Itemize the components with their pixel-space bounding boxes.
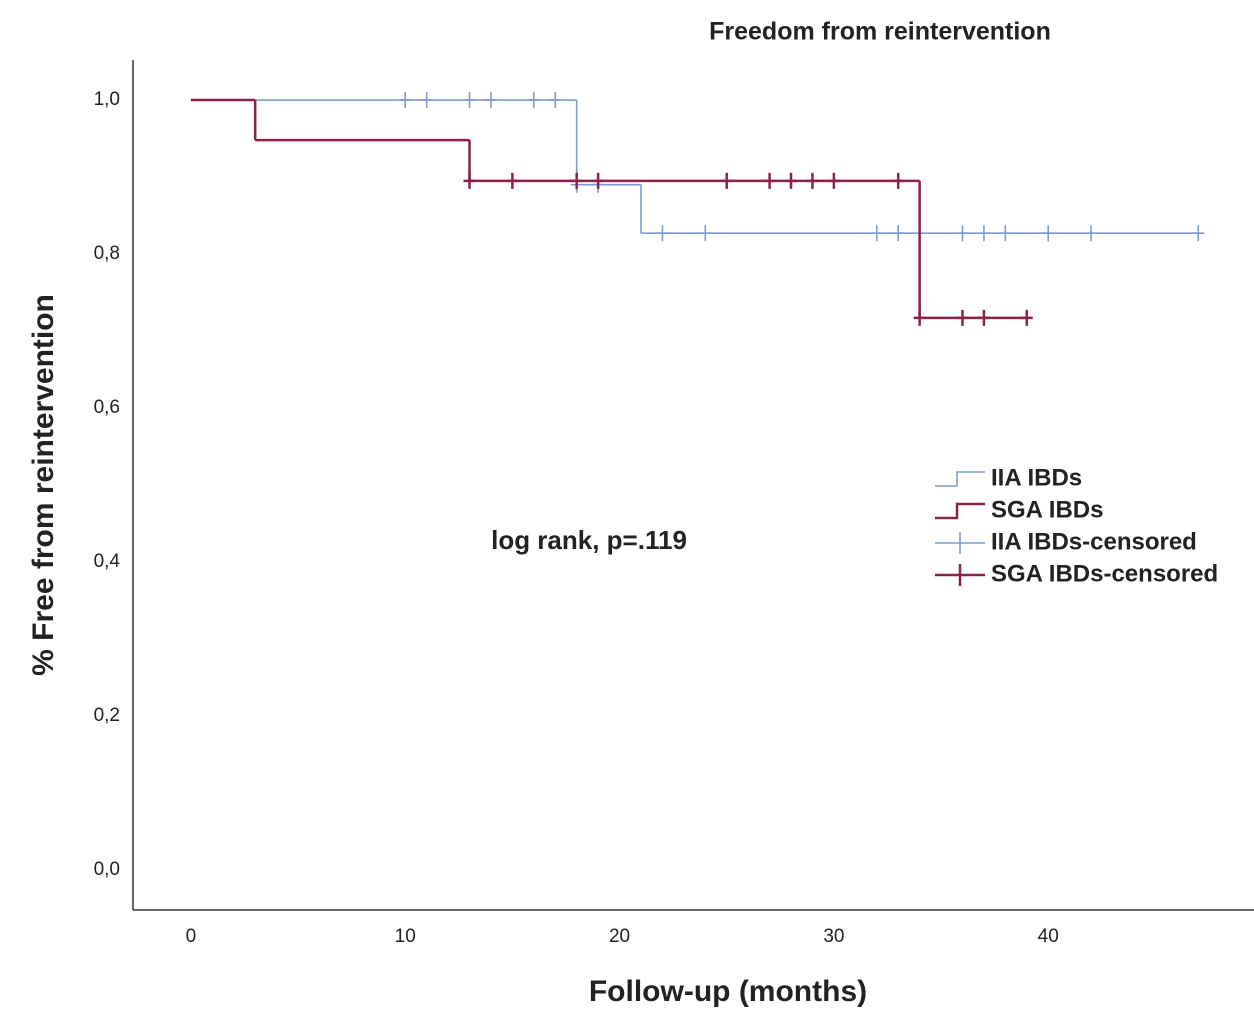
- legend-label: IIA IBDs-censored: [991, 528, 1197, 555]
- censor-mark: [956, 225, 969, 242]
- censor-mark: [977, 225, 990, 242]
- chart-title: Freedom from reintervention: [709, 18, 1051, 46]
- censor-mark: [763, 172, 776, 189]
- censor-mark: [956, 309, 969, 326]
- censor-mark: [892, 225, 905, 242]
- y-tick-label: 0,4: [94, 551, 121, 572]
- censor-mark: [399, 92, 412, 109]
- x-tick-label: 0: [186, 926, 197, 947]
- legend-label: SGA IBDs-censored: [991, 560, 1218, 587]
- legend-label: IIA IBDs: [991, 464, 1082, 491]
- censor-mark: [1085, 225, 1098, 242]
- censor-mark: [463, 172, 476, 189]
- x-tick-label: 40: [1038, 926, 1059, 947]
- censor-mark: [827, 172, 840, 189]
- censor-mark: [1020, 309, 1033, 326]
- annotation: log rank, p=.119: [491, 525, 687, 555]
- censor-mark: [484, 92, 497, 109]
- censor-mark: [720, 172, 733, 189]
- x-tick-label: 30: [823, 926, 844, 947]
- censor-mark: [656, 225, 669, 242]
- y-tick-label: 0,6: [94, 397, 120, 418]
- censor-mark: [785, 172, 798, 189]
- censor-mark: [506, 172, 519, 189]
- censor-mark: [977, 309, 990, 326]
- y-tick-label: 0,2: [94, 705, 120, 726]
- censor-mark: [699, 225, 712, 242]
- censor-mark: [527, 92, 540, 109]
- censor-mark: [1042, 225, 1055, 242]
- censor-mark: [892, 172, 905, 189]
- censor-mark: [570, 172, 583, 189]
- censor-mark: [999, 225, 1012, 242]
- legend-swatch: [935, 502, 985, 520]
- y-tick-label: 0,8: [94, 243, 120, 264]
- x-axis-label: Follow-up (months): [589, 975, 867, 1008]
- legend-swatch: [935, 532, 985, 554]
- censor-mark: [913, 309, 926, 326]
- x-tick-label: 10: [395, 926, 416, 947]
- y-tick-label: 0,0: [94, 859, 120, 880]
- censor-mark: [549, 92, 562, 109]
- censor-mark: [806, 172, 819, 189]
- legend-swatch: [935, 564, 985, 586]
- censor-mark: [592, 172, 605, 189]
- censor-mark: [420, 92, 433, 109]
- legend-label: SGA IBDs: [991, 496, 1103, 523]
- censor-mark: [1192, 225, 1205, 242]
- y-tick-label: 1,0: [94, 89, 120, 110]
- x-tick-label: 20: [609, 926, 630, 947]
- censor-mark: [870, 225, 883, 242]
- y-axis-label: % Free from reintervention: [27, 294, 60, 676]
- censor-mark: [463, 92, 476, 109]
- legend-swatch: [935, 471, 985, 487]
